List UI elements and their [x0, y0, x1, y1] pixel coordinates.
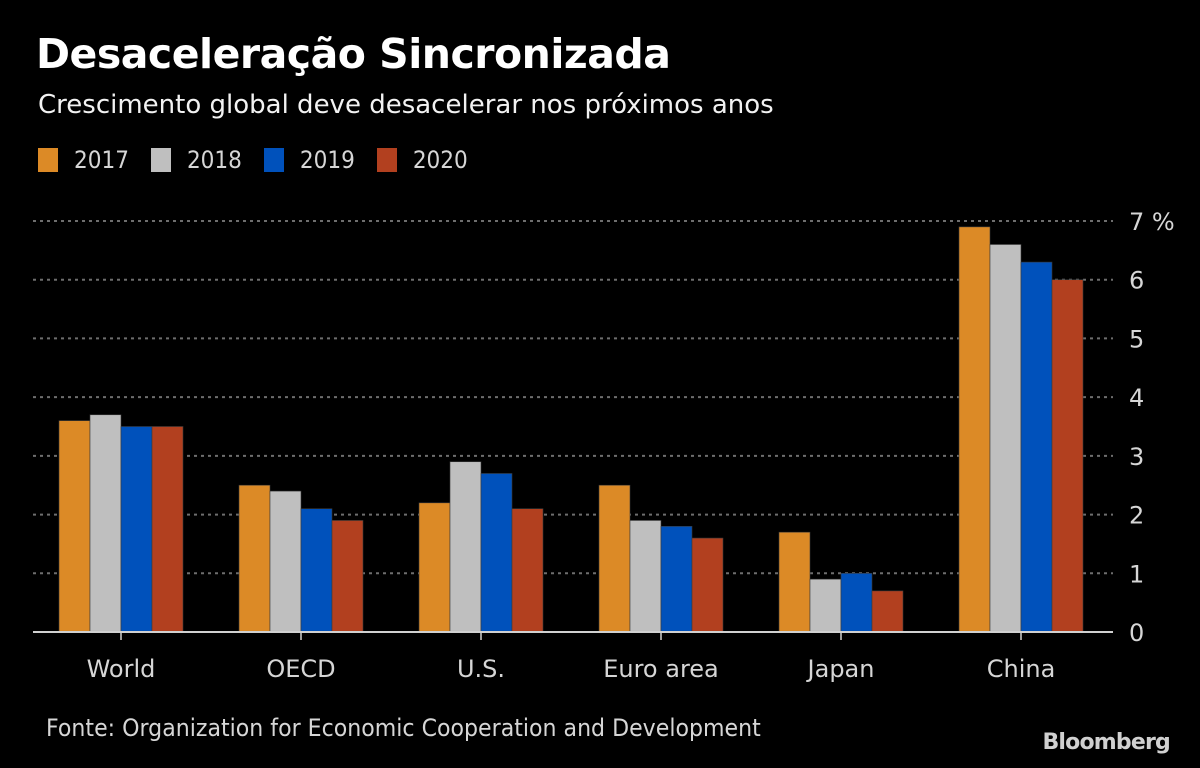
bar-2017-oecd [238, 484, 271, 633]
bar-2019-japan [840, 572, 873, 633]
bar-2020-japan [871, 590, 904, 633]
legend: 2017 2018 2019 2020 [38, 146, 490, 174]
bars [58, 226, 1084, 633]
bar-2018-china [989, 244, 1022, 633]
y-axis-labels: 0 1 2 3 4 5 6 7 % [1129, 208, 1175, 647]
x-tick-label: Japan [806, 655, 875, 683]
y-tick-label: 4 [1129, 384, 1144, 412]
y-tick-label: 6 [1129, 267, 1144, 295]
bloomberg-logo: Bloomberg [1042, 730, 1170, 755]
y-tick-label: 1 [1129, 560, 1144, 588]
y-tick-label: 5 [1129, 325, 1144, 353]
legend-item-2017: 2017 [38, 146, 129, 174]
bar-2019-u-s- [480, 473, 513, 633]
bar-2020-oecd [331, 520, 364, 633]
legend-swatch-2018 [150, 148, 171, 172]
legend-label-2018: 2018 [186, 146, 242, 174]
legend-item-2020: 2020 [376, 146, 468, 174]
bar-2019-oecd [300, 508, 333, 633]
y-tick-label: 7 % [1129, 208, 1175, 236]
x-tick-label: Euro area [603, 655, 719, 683]
bar-2018-oecd [269, 490, 302, 633]
bar-2020-world [151, 426, 184, 633]
gridlines [33, 220, 1113, 575]
bar-2018-world [89, 414, 122, 633]
legend-item-2019: 2019 [263, 146, 355, 174]
legend-swatch-2019 [263, 148, 284, 172]
y-tick-label: 2 [1129, 502, 1144, 530]
bar-2017-china [958, 226, 991, 633]
x-axis [33, 631, 1113, 640]
y-tick-label: 3 [1129, 443, 1144, 471]
legend-swatch-2020 [376, 148, 397, 172]
bar-2018-u-s- [449, 461, 482, 633]
bar-2020-euro-area [691, 537, 724, 633]
legend-label-2020: 2020 [412, 146, 468, 174]
bar-2020-u-s- [511, 508, 544, 633]
legend-item-2018: 2018 [150, 146, 242, 174]
bar-2017-u-s- [418, 502, 451, 633]
source-note: Fonte: Organization for Economic Coopera… [46, 714, 761, 742]
bar-2018-japan [809, 578, 842, 633]
x-tick-label: China [987, 655, 1056, 683]
x-tick-label: OECD [266, 655, 335, 683]
chart-title: Desaceleração Sincronizada [36, 30, 671, 78]
bar-2017-japan [778, 531, 811, 633]
bar-2018-euro-area [629, 520, 662, 633]
x-axis-labels: World OECD U.S. Euro area Japan China [87, 655, 1056, 683]
bar-2017-euro-area [598, 484, 631, 633]
x-tick-label: World [87, 655, 156, 683]
legend-swatch-2017 [38, 148, 58, 172]
bar-2020-china [1051, 279, 1084, 633]
bar-2019-euro-area [660, 526, 693, 633]
y-tick-label: 0 [1129, 619, 1144, 647]
legend-label-2017: 2017 [74, 146, 129, 174]
bar-2019-world [120, 426, 153, 633]
legend-label-2019: 2019 [299, 146, 355, 174]
bar-2017-world [58, 420, 91, 633]
x-tick-label: U.S. [457, 655, 505, 683]
bar-2019-china [1020, 261, 1053, 633]
chart-subtitle: Crescimento global deve desacelerar nos … [38, 90, 774, 120]
